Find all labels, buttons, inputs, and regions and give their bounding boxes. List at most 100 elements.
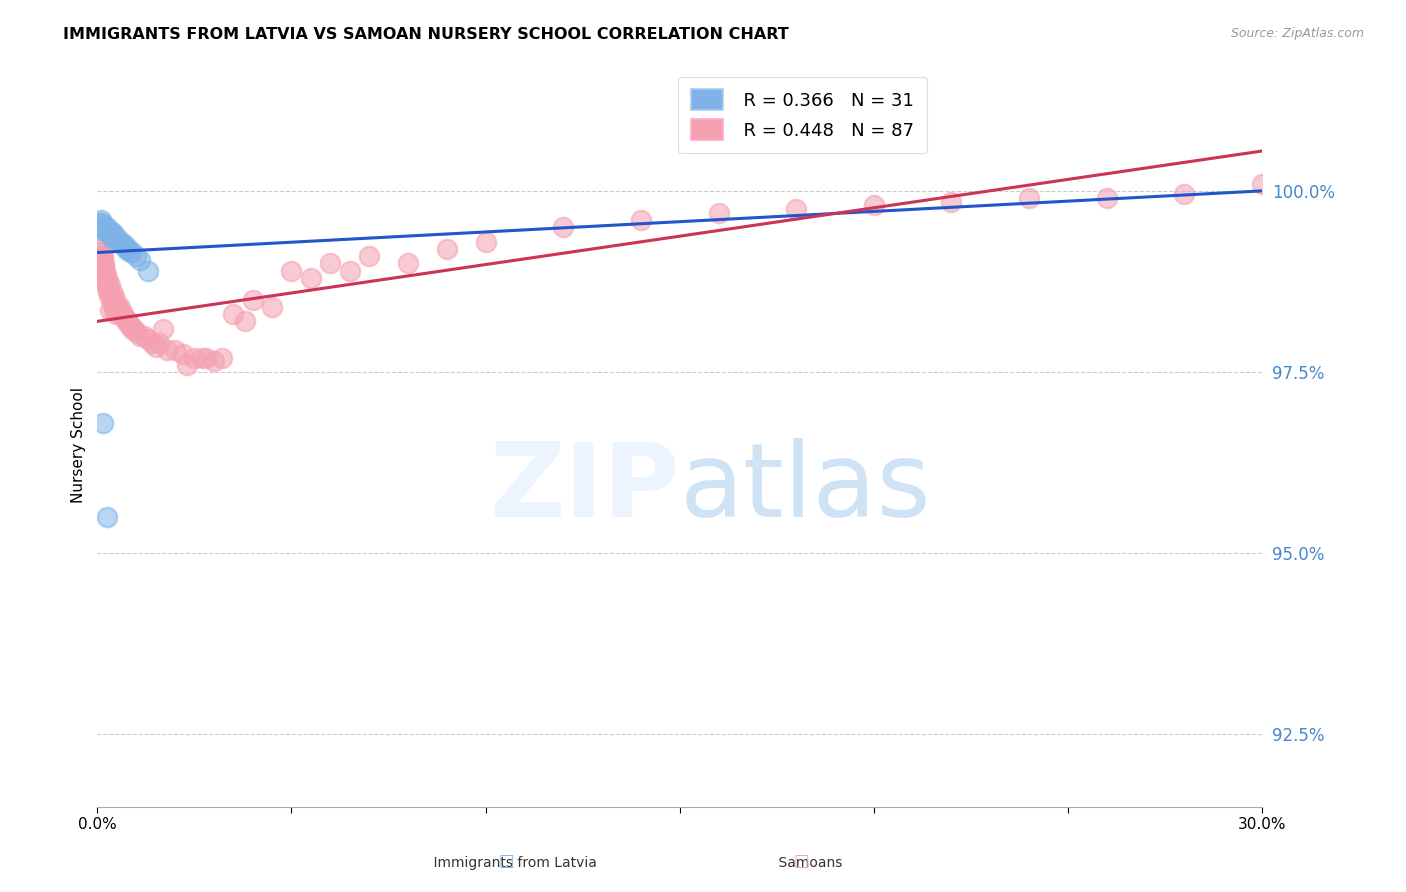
Point (630, 212, 652, 227)
Point (97, 275, 120, 289)
Point (105, 231, 128, 245)
Point (91, 249, 114, 263)
Point (100, 285, 122, 300)
Point (862, 198, 884, 212)
Point (104, 296, 127, 310)
Point (100, 289, 122, 303)
Point (145, 340, 167, 354)
Point (93, 260, 115, 274)
Point (91, 217, 114, 231)
Text: Immigrants from Latvia: Immigrants from Latvia (416, 855, 596, 870)
Point (91, 263, 114, 277)
Point (319, 256, 342, 270)
Point (89, 245, 111, 260)
Point (96, 510, 118, 524)
Point (110, 307, 132, 321)
Point (90, 249, 112, 263)
Point (111, 307, 134, 321)
Text: Samoans: Samoans (761, 855, 842, 870)
Point (125, 325, 148, 339)
Point (108, 300, 131, 314)
Point (104, 300, 127, 314)
Point (97, 224, 120, 238)
Text: ZIP: ZIP (489, 438, 679, 539)
Point (1095, 191, 1118, 205)
Point (152, 321, 174, 335)
Text: IMMIGRANTS FROM LATVIA VS SAMOAN NURSERY SCHOOL CORRELATION CHART: IMMIGRANTS FROM LATVIA VS SAMOAN NURSERY… (63, 27, 789, 42)
Point (96, 275, 118, 289)
Point (91, 220, 114, 235)
Point (100, 224, 122, 238)
Point (129, 329, 152, 343)
Point (105, 300, 128, 314)
Point (141, 336, 163, 351)
Point (101, 293, 124, 307)
Point (121, 245, 143, 260)
Point (89, 252, 111, 267)
Point (103, 227, 125, 242)
Point (90, 245, 112, 260)
Point (785, 202, 807, 216)
Point (114, 238, 136, 252)
Point (90, 212, 112, 227)
Point (125, 249, 148, 263)
Point (110, 307, 132, 321)
Point (1251, 177, 1274, 191)
Point (96, 278, 118, 293)
Point (107, 303, 129, 318)
Point (176, 358, 198, 372)
Point (195, 351, 218, 365)
Point (136, 333, 159, 347)
Point (96, 220, 118, 235)
Text: atlas: atlas (679, 438, 931, 539)
Point (104, 307, 127, 321)
Point (115, 242, 138, 256)
Point (101, 231, 124, 245)
Point (94, 270, 117, 285)
Point (211, 351, 233, 365)
Point (91, 252, 114, 267)
Point (183, 351, 205, 365)
Point (98, 278, 121, 293)
Point (436, 242, 458, 256)
Point (121, 321, 143, 335)
Point (280, 263, 302, 277)
Point (89, 220, 111, 235)
Text: Source: ZipAtlas.com: Source: ZipAtlas.com (1230, 27, 1364, 40)
Point (172, 347, 194, 361)
Legend:   R = 0.366   N = 31,   R = 0.448   N = 87: R = 0.366 N = 31, R = 0.448 N = 87 (678, 77, 927, 153)
Point (114, 310, 136, 325)
Point (94, 220, 117, 235)
Point (98, 285, 121, 300)
Point (101, 296, 124, 310)
Point (117, 314, 139, 328)
Point (202, 354, 225, 368)
Point (120, 318, 142, 332)
Point (129, 252, 152, 267)
Point (110, 235, 132, 249)
Text: □: □ (793, 852, 810, 870)
Point (93, 224, 115, 238)
Point (96, 282, 118, 296)
Point (101, 227, 124, 242)
Point (132, 329, 155, 343)
Point (89, 242, 111, 256)
Point (941, 194, 963, 209)
Point (93, 260, 115, 274)
Point (107, 235, 129, 249)
Point (1018, 191, 1040, 205)
Point (111, 238, 134, 252)
Point (122, 321, 145, 335)
Point (148, 336, 170, 351)
Point (120, 245, 142, 260)
Point (260, 300, 283, 314)
Point (191, 351, 214, 365)
Point (93, 256, 115, 270)
Point (89, 249, 111, 263)
Text: □: □ (498, 852, 515, 870)
Point (94, 224, 117, 238)
Point (97, 289, 120, 303)
Point (242, 293, 264, 307)
Point (117, 242, 139, 256)
Point (156, 343, 179, 358)
